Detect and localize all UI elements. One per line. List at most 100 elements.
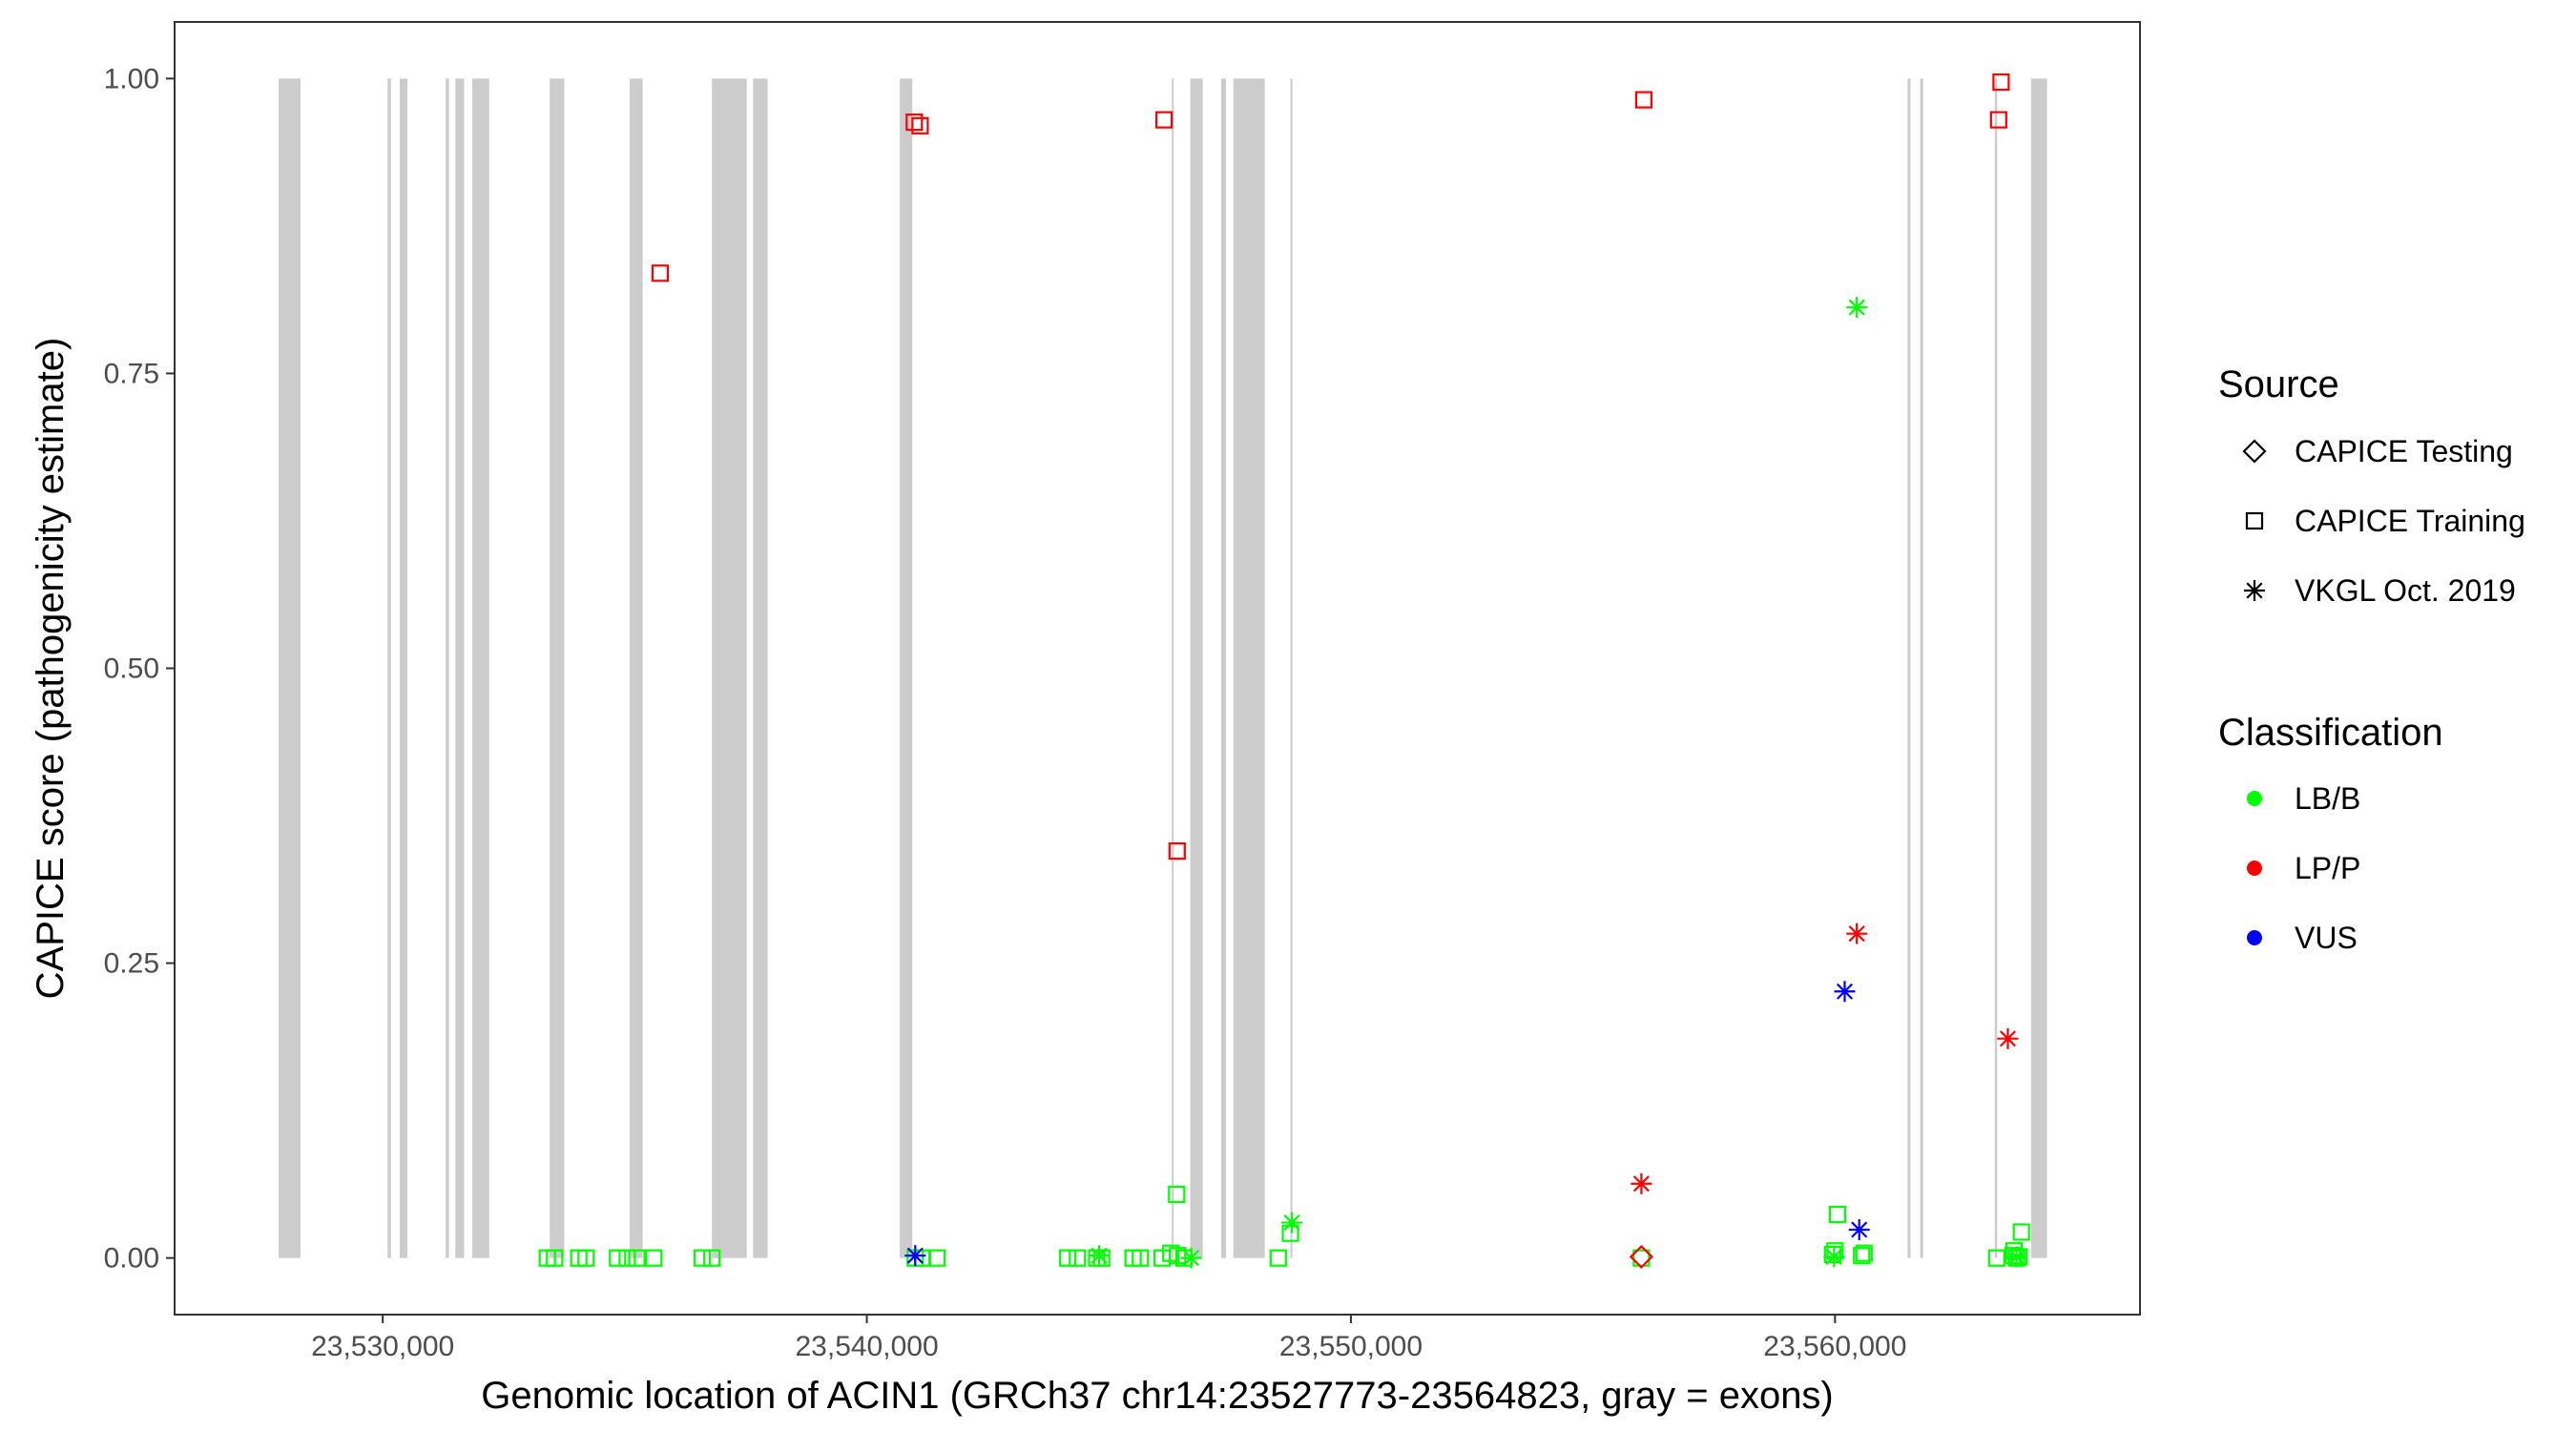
legend-diamond-icon bbox=[2242, 439, 2267, 464]
data-point-square-lpp bbox=[1989, 111, 2007, 129]
data-point-asterisk-lpp bbox=[1997, 1027, 2019, 1049]
exon-band bbox=[1190, 78, 1203, 1258]
exon-band bbox=[455, 78, 465, 1258]
exon-band bbox=[753, 78, 768, 1258]
legend-classification-title: Classification bbox=[2218, 712, 2443, 754]
exon-band bbox=[399, 78, 408, 1258]
data-point-square-lpp bbox=[1634, 91, 1653, 109]
data-point-square-lbb bbox=[1823, 1245, 1841, 1264]
x-axis-title: Genomic location of ACIN1 (GRCh37 chr14:… bbox=[481, 1375, 1834, 1417]
exon-band bbox=[712, 78, 747, 1258]
data-point-square-lbb bbox=[577, 1249, 595, 1267]
x-axis-ticks: 23,530,000 23,540,000 23,550,000 23,560,000 bbox=[311, 1315, 1906, 1362]
exon-bands bbox=[279, 78, 2047, 1258]
legend-color-dot-icon bbox=[2247, 791, 2262, 806]
data-point-square-lpp bbox=[1155, 111, 1174, 129]
legend-classification-label: VUS bbox=[2295, 921, 2358, 955]
exon-band bbox=[387, 78, 391, 1258]
y-axis-title: CAPICE score (pathogenicity estimate) bbox=[30, 338, 72, 1000]
legend-classification-label: LP/P bbox=[2295, 851, 2360, 885]
data-point-asterisk-lbb bbox=[2005, 1246, 2027, 1268]
data-point-square-lbb bbox=[1632, 1249, 1651, 1267]
exon-band bbox=[1290, 78, 1293, 1258]
data-point-square-lpp bbox=[1168, 842, 1186, 861]
data-point-square-lbb bbox=[2012, 1223, 2030, 1241]
legend-color-dot-icon bbox=[2247, 861, 2262, 876]
legend-source-items: CAPICE Testing CAPICE Training VKGL Oct. 2… bbox=[2242, 434, 2525, 608]
data-point-square-lbb bbox=[609, 1249, 627, 1267]
legend-source-title: Source bbox=[2218, 363, 2339, 405]
exon-band bbox=[1907, 78, 1911, 1258]
data-point-square-lbb bbox=[928, 1249, 946, 1267]
data-point-asterisk-lpp bbox=[1846, 923, 1868, 944]
y-tick-label: 0.75 bbox=[104, 358, 159, 389]
data-point-square-lpp bbox=[651, 264, 670, 282]
exon-band bbox=[900, 78, 913, 1258]
data-point-square-lbb bbox=[1132, 1249, 1150, 1267]
exon-band bbox=[446, 78, 449, 1258]
exon-band bbox=[550, 78, 565, 1258]
y-tick-label: 0.50 bbox=[104, 653, 159, 685]
data-point-asterisk-lpp bbox=[1631, 1172, 1652, 1194]
data-point-square-lpp bbox=[1992, 73, 2010, 92]
legend-source-label: CAPICE Training bbox=[2295, 504, 2525, 538]
legend: Source CAPICE Testing CAPICE Training VKGL… bbox=[2218, 363, 2525, 955]
data-point-diamond-lpp bbox=[1629, 1244, 1653, 1269]
data-point-square-lbb bbox=[1855, 1244, 1873, 1262]
data-point-square-lbb bbox=[1281, 1224, 1299, 1242]
data-point-asterisk-lbb bbox=[1823, 1246, 1845, 1268]
x-tick-label: 23,540,000 bbox=[795, 1331, 938, 1362]
y-axis-ticks: 0.00 0.25 0.50 0.75 1.00 bbox=[104, 63, 175, 1275]
data-point-square-lbb bbox=[1069, 1249, 1087, 1267]
exon-band bbox=[1994, 78, 1998, 1258]
data-point-asterisk-lbb bbox=[1180, 1247, 1202, 1269]
exon-band bbox=[1920, 78, 1923, 1258]
exon-band bbox=[629, 78, 643, 1258]
plot-panel-border bbox=[174, 21, 2141, 1316]
data-point-square-lbb bbox=[628, 1249, 646, 1267]
legend-asterisk-icon bbox=[2244, 580, 2265, 601]
data-point-square-lbb bbox=[1828, 1205, 1846, 1224]
data-point-asterisk-lbb bbox=[1281, 1212, 1303, 1234]
data-point-square-lbb bbox=[618, 1249, 636, 1267]
data-point-square-lbb bbox=[1153, 1249, 1172, 1267]
exon-band bbox=[1220, 78, 1227, 1258]
data-point-square-lbb bbox=[1168, 1185, 1186, 1203]
data-point-square-lpp bbox=[911, 116, 929, 135]
y-tick-label: 0.00 bbox=[104, 1243, 159, 1275]
data-point-square-lbb bbox=[1059, 1249, 1077, 1267]
data-point-square-lbb bbox=[546, 1249, 564, 1267]
data-point-asterisk-vus bbox=[1848, 1218, 1870, 1240]
legend-source-label: VKGL Oct. 2019 bbox=[2295, 573, 2516, 608]
y-tick-label: 1.00 bbox=[104, 63, 159, 94]
exon-band bbox=[472, 78, 489, 1258]
legend-classification-items: LB/B LP/P VUS bbox=[2247, 781, 2360, 955]
exon-band bbox=[279, 78, 301, 1258]
exon-band bbox=[2030, 78, 2047, 1258]
exon-band bbox=[1233, 78, 1265, 1258]
data-point-asterisk-lbb bbox=[1089, 1245, 1111, 1267]
data-point-square-lbb bbox=[1092, 1249, 1111, 1267]
legend-color-dot-icon bbox=[2247, 930, 2262, 945]
data-points bbox=[538, 73, 2030, 1269]
data-point-square-lbb bbox=[1853, 1247, 1871, 1265]
legend-source-label: CAPICE Testing bbox=[2295, 434, 2513, 468]
x-tick-label: 23,560,000 bbox=[1763, 1331, 1906, 1362]
data-point-square-lbb bbox=[645, 1249, 663, 1267]
data-point-square-lbb bbox=[693, 1249, 712, 1267]
data-point-square-lbb bbox=[703, 1249, 721, 1267]
exon-band bbox=[1172, 78, 1174, 1258]
legend-classification-label: LB/B bbox=[2295, 781, 2360, 816]
x-tick-label: 23,550,000 bbox=[1279, 1331, 1423, 1362]
data-point-asterisk-vus bbox=[1834, 981, 1856, 1003]
data-point-square-lpp bbox=[905, 113, 924, 132]
data-point-asterisk-lbb bbox=[1846, 297, 1868, 319]
data-point-asterisk-vus bbox=[904, 1245, 926, 1267]
legend-square-icon bbox=[2245, 511, 2264, 530]
data-point-square-lbb bbox=[1169, 1247, 1187, 1265]
data-point-square-lbb bbox=[1987, 1249, 2005, 1267]
data-point-square-lbb bbox=[1269, 1249, 1287, 1267]
y-tick-label: 0.25 bbox=[104, 948, 159, 980]
x-tick-label: 23,530,000 bbox=[311, 1331, 454, 1362]
